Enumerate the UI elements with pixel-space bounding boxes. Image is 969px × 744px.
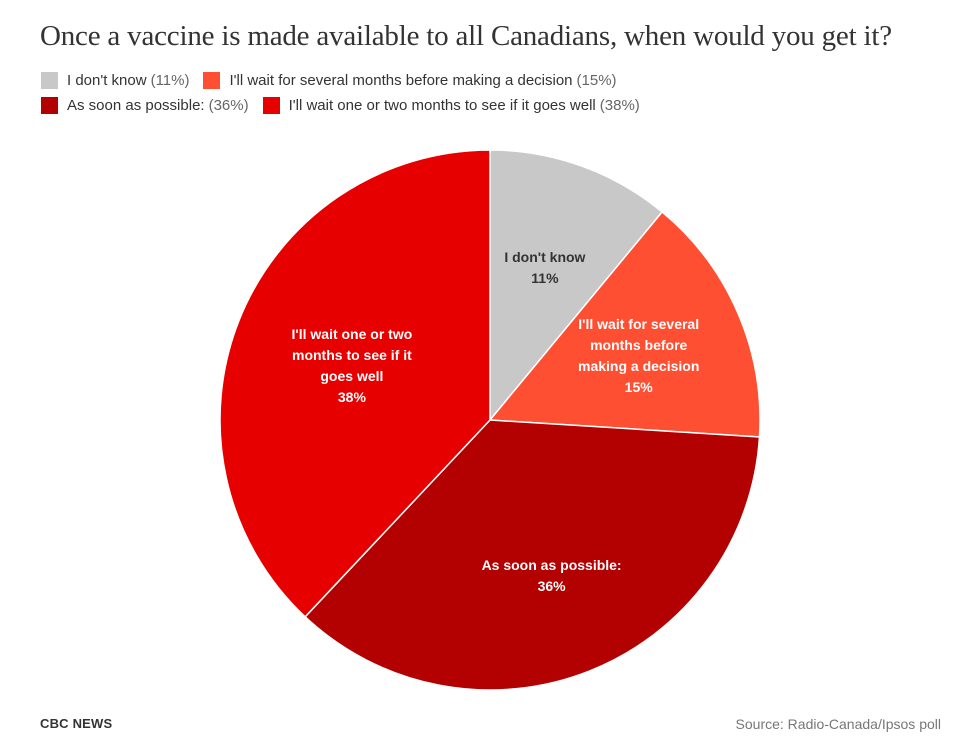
legend-label: I'll wait for several months before maki… [229, 72, 573, 89]
slice-label: I'll wait one or two [292, 326, 413, 342]
source-note: Source: Radio-Canada/Ipsos poll [735, 716, 941, 732]
pie-slice [219, 149, 491, 618]
legend-row: I don't know (11%) I'll wait for several m… [41, 68, 941, 93]
legend-percent: (15%) [576, 72, 617, 89]
legend-swatch [41, 72, 58, 89]
pie-slice [304, 419, 761, 691]
pie-slice [489, 149, 664, 423]
brand-label: CBC NEWS [40, 716, 113, 731]
chart-title: Once a vaccine is made available to all … [40, 20, 892, 52]
legend-label: I'll wait one or two months to see if it… [288, 97, 596, 114]
legend-row: As soon as possible: (36%) I'll wait one o… [41, 93, 941, 118]
legend-swatch [203, 72, 221, 89]
slice-label: months to see if it [292, 347, 412, 363]
slice-percent-label: 38% [338, 389, 367, 405]
slice-label: months before [590, 337, 687, 353]
slice-label: I'll wait for several [578, 316, 699, 332]
slice-label: making a decision [578, 358, 699, 374]
slice-label: goes well [320, 368, 383, 384]
slice-label: As soon as possible: [482, 557, 622, 573]
legend-item: I'll wait one or two months to see if it… [262, 97, 640, 114]
legend-label: As soon as possible: [67, 97, 205, 114]
legend-percent: (11%) [150, 72, 190, 89]
slice-percent-label: 15% [625, 379, 654, 395]
legend-percent: (36%) [208, 97, 249, 114]
slice-label: I don't know [504, 249, 585, 265]
slice-percent-label: 36% [538, 578, 567, 594]
legend-item: As soon as possible: (36%) [41, 97, 249, 114]
legend-item: I don't know (11%) [41, 72, 189, 89]
legend: I don't know (11%) I'll wait for several m… [41, 68, 941, 118]
legend-item: I'll wait for several months before maki… [203, 72, 617, 89]
legend-swatch [41, 97, 58, 114]
slice-percent-label: 11% [531, 270, 559, 286]
legend-label: I don't know [67, 72, 147, 89]
pie-slice [488, 210, 761, 438]
legend-swatch [262, 97, 280, 114]
legend-percent: (38%) [599, 97, 640, 114]
